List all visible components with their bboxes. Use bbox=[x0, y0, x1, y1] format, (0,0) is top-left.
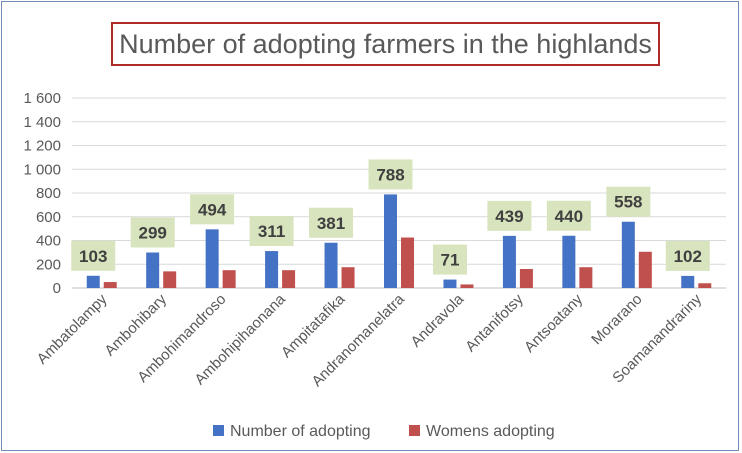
category-label: Morarano bbox=[588, 291, 645, 348]
legend-label-number-of-adopting: Number of adopting bbox=[230, 423, 371, 440]
y-tick-label: 400 bbox=[36, 233, 61, 250]
legend-swatch-womens-adopting bbox=[409, 425, 420, 436]
y-tick-label: 200 bbox=[36, 256, 61, 273]
bar-womens-adopting bbox=[401, 237, 414, 288]
data-label-background bbox=[432, 244, 467, 275]
bar-womens-adopting bbox=[579, 267, 593, 288]
y-tick-label: 1 200 bbox=[23, 138, 61, 155]
bar-number-of-adopting bbox=[502, 235, 516, 288]
bar-womens-adopting bbox=[103, 282, 117, 288]
bar-number-of-adopting bbox=[265, 251, 279, 288]
bar-womens-adopting bbox=[341, 267, 355, 288]
category-label: Antsoatany bbox=[521, 290, 586, 355]
y-tick-label: 800 bbox=[36, 185, 61, 202]
data-label: 439 bbox=[495, 207, 523, 226]
y-tick-label: 1 000 bbox=[23, 161, 61, 178]
bar-number-of-adopting bbox=[621, 221, 635, 288]
bar-number-of-adopting bbox=[681, 275, 695, 288]
data-label: 558 bbox=[614, 193, 642, 212]
data-label-background bbox=[606, 186, 651, 217]
data-label: 381 bbox=[317, 214, 345, 233]
bar-womens-adopting bbox=[163, 271, 177, 288]
data-label: 311 bbox=[258, 222, 285, 241]
category-label: Ambatolampy bbox=[34, 290, 111, 367]
category-label: Antanifotsy bbox=[462, 290, 527, 355]
bar-womens-adopting bbox=[638, 251, 652, 288]
bar-number-of-adopting bbox=[86, 275, 100, 288]
bar-number-of-adopting bbox=[384, 194, 397, 288]
bar-number-of-adopting bbox=[443, 279, 457, 288]
data-label-background bbox=[368, 159, 413, 190]
legend: Number of adopting Womens adopting bbox=[213, 423, 555, 440]
data-label: 103 bbox=[79, 247, 107, 266]
data-label-background bbox=[546, 200, 591, 231]
y-tick-label: 1 600 bbox=[23, 90, 61, 107]
data-label-background bbox=[190, 194, 235, 225]
data-label: 102 bbox=[674, 247, 702, 266]
data-label: 788 bbox=[376, 165, 404, 184]
data-label-background bbox=[71, 240, 116, 271]
bar-number-of-adopting bbox=[562, 235, 576, 288]
category-labels: AmbatolampyAmbohibaryAmbohimandrosoAmboh… bbox=[34, 290, 706, 390]
bar-number-of-adopting bbox=[324, 242, 338, 288]
data-label-background bbox=[309, 207, 354, 238]
bar-number-of-adopting bbox=[205, 229, 219, 288]
data-label-background bbox=[487, 200, 532, 231]
data-label: 440 bbox=[555, 207, 583, 226]
chart-title: Number of adopting farmers in the highla… bbox=[111, 22, 660, 66]
category-label: Andravola bbox=[407, 290, 467, 350]
bars bbox=[86, 194, 712, 288]
data-label: 71 bbox=[440, 251, 459, 270]
y-tick-label: 600 bbox=[36, 209, 61, 226]
y-tick-label: 1 400 bbox=[23, 114, 61, 131]
bar-womens-adopting bbox=[698, 283, 712, 288]
bar-womens-adopting bbox=[460, 284, 474, 288]
bar-number-of-adopting bbox=[146, 252, 160, 288]
bar-womens-adopting bbox=[282, 270, 296, 288]
data-labels: 103 299 494 311 381 788 71 439 440 558 102 bbox=[71, 159, 710, 275]
data-label-background bbox=[130, 217, 175, 248]
bar-womens-adopting bbox=[519, 269, 533, 288]
bar-womens-adopting bbox=[222, 270, 236, 288]
legend-label-womens-adopting: Womens adopting bbox=[426, 423, 555, 440]
data-label: 299 bbox=[138, 223, 166, 242]
data-label-background bbox=[665, 240, 710, 271]
legend-swatch-number-of-adopting bbox=[213, 425, 224, 436]
data-label: 494 bbox=[198, 200, 227, 219]
y-axis-ticks: 0 200 400 600 800 1 000 1 200 1 400 1 600 bbox=[23, 90, 61, 297]
y-tick-label: 0 bbox=[53, 280, 61, 297]
data-label-background bbox=[249, 216, 294, 247]
